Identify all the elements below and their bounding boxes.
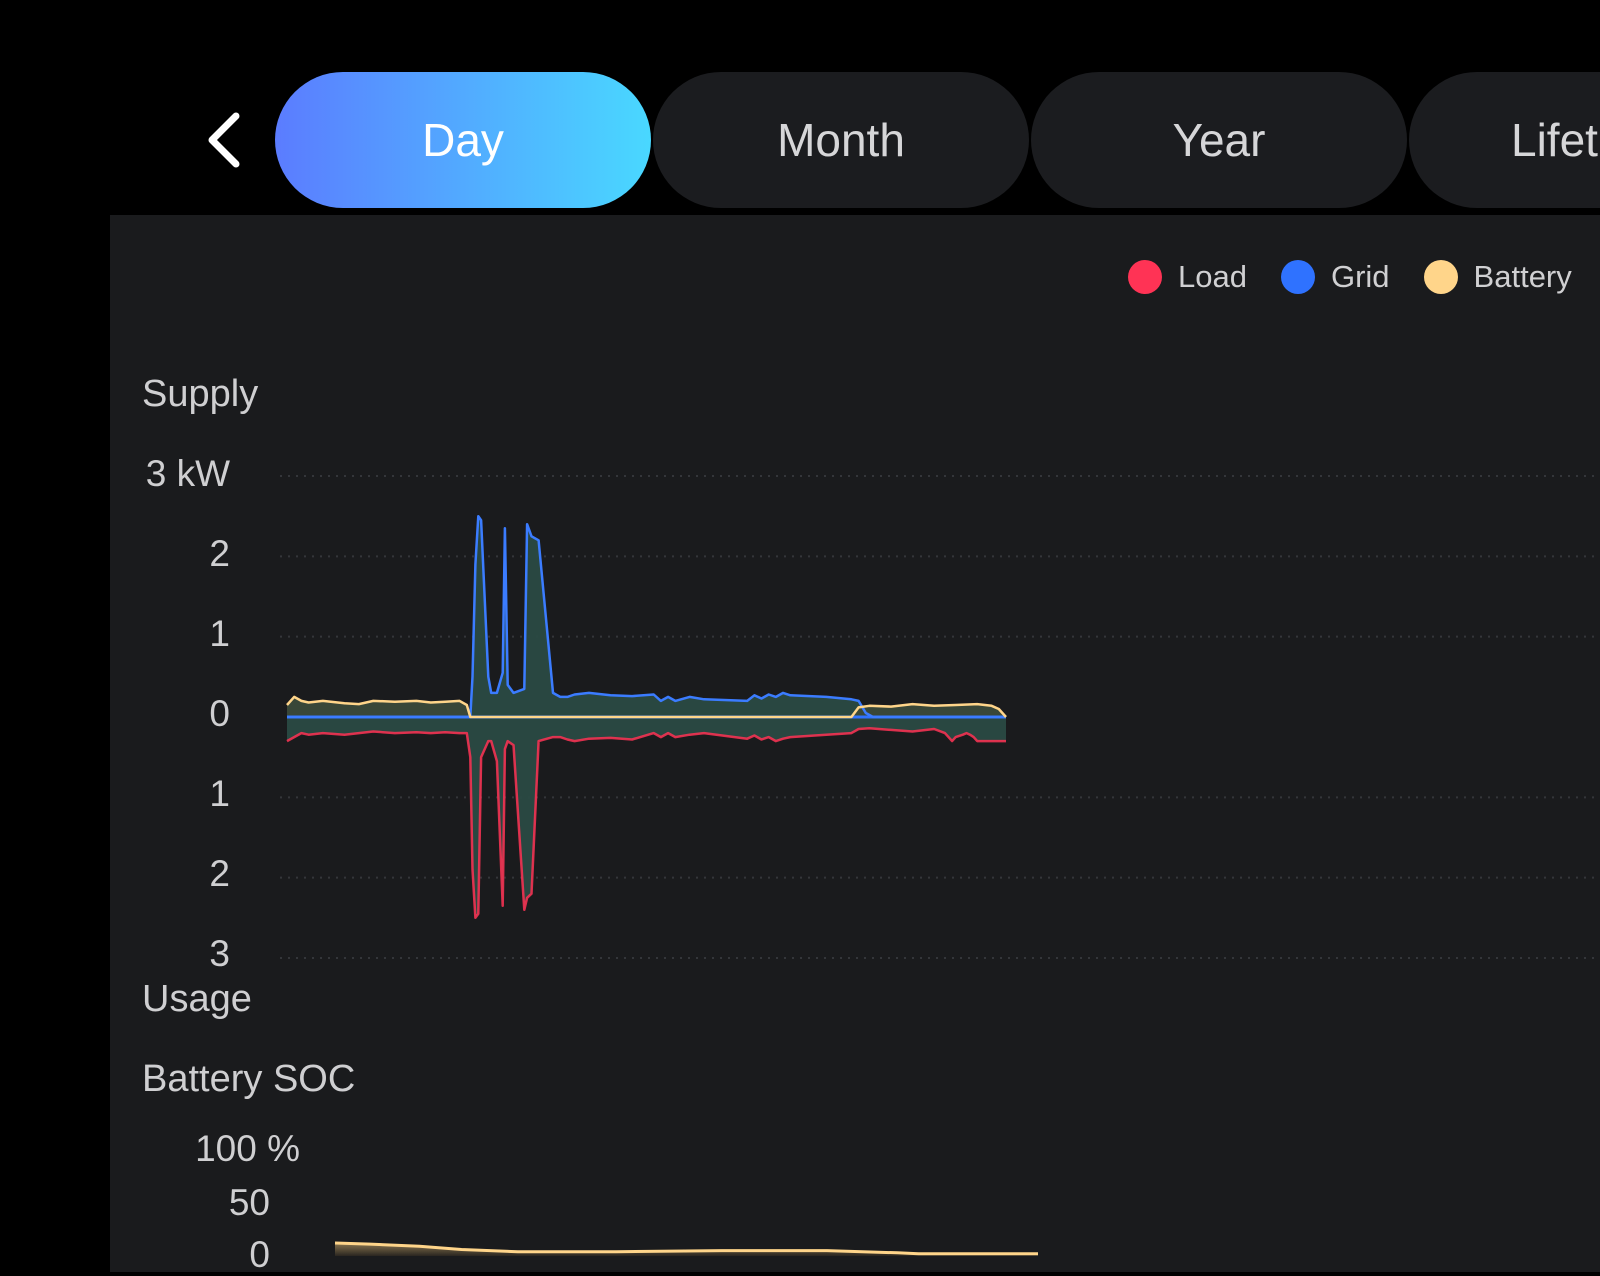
chart-panel xyxy=(110,215,1600,1272)
legend-label-grid: Grid xyxy=(1330,259,1390,294)
series-line-grid xyxy=(287,514,1006,719)
power-tick-label: 3 kW xyxy=(145,453,230,494)
tab-lifetime[interactable]: Lifet xyxy=(1409,72,1600,208)
series-area-grid xyxy=(287,516,1006,717)
legend-item-load[interactable]: Load xyxy=(1128,259,1247,295)
tab-month[interactable]: Month xyxy=(653,72,1029,208)
chart-legend: Load Grid Battery xyxy=(1128,252,1572,302)
back-button[interactable] xyxy=(196,108,252,172)
tab-month-label: Month xyxy=(777,114,905,166)
top-bar: Day Month Year Lifet xyxy=(0,0,1600,215)
legend-item-battery[interactable]: Battery xyxy=(1423,259,1572,295)
power-tick-label: 3 xyxy=(209,933,230,974)
legend-label-load: Load xyxy=(1178,259,1247,294)
tab-day[interactable]: Day xyxy=(275,72,651,208)
usage-label: Usage xyxy=(142,978,252,1020)
power-tick-label: 1 xyxy=(209,613,230,654)
power-tick-label: 2 xyxy=(209,533,230,574)
legend-dot-grid xyxy=(1280,260,1315,294)
legend-label-battery: Battery xyxy=(1473,259,1572,294)
series-area-load xyxy=(287,717,1006,918)
tab-lifetime-label: Lifet xyxy=(1511,114,1598,166)
series-area-battery xyxy=(287,696,1006,717)
soc-tick-label: 100 % xyxy=(195,1128,300,1169)
legend-dot-load xyxy=(1128,260,1162,294)
series-line-battery xyxy=(286,695,1007,719)
soc-tick-label: 50 xyxy=(228,1182,270,1223)
power-tick-label: 2 xyxy=(209,853,230,894)
soc-tick-label: 0 xyxy=(249,1234,270,1275)
supply-label: Supply xyxy=(142,373,259,415)
legend-item-grid[interactable]: Grid xyxy=(1280,259,1390,295)
tab-year-label: Year xyxy=(1172,114,1266,166)
soc-chart xyxy=(334,1241,1038,1256)
series-line-load xyxy=(286,726,1006,920)
legend-dot-battery xyxy=(1423,260,1458,294)
power-tick-label: 1 xyxy=(209,773,230,814)
soc-line xyxy=(334,1241,1038,1256)
power-tick-label: 0 xyxy=(209,693,230,734)
chart-lines xyxy=(286,514,1007,920)
tab-year[interactable]: Year xyxy=(1031,72,1407,208)
battery-soc-label: Battery SOC xyxy=(142,1058,356,1100)
tab-day-label: Day xyxy=(422,114,504,166)
chevron-left-icon xyxy=(208,112,240,168)
chart-areas xyxy=(287,516,1006,918)
